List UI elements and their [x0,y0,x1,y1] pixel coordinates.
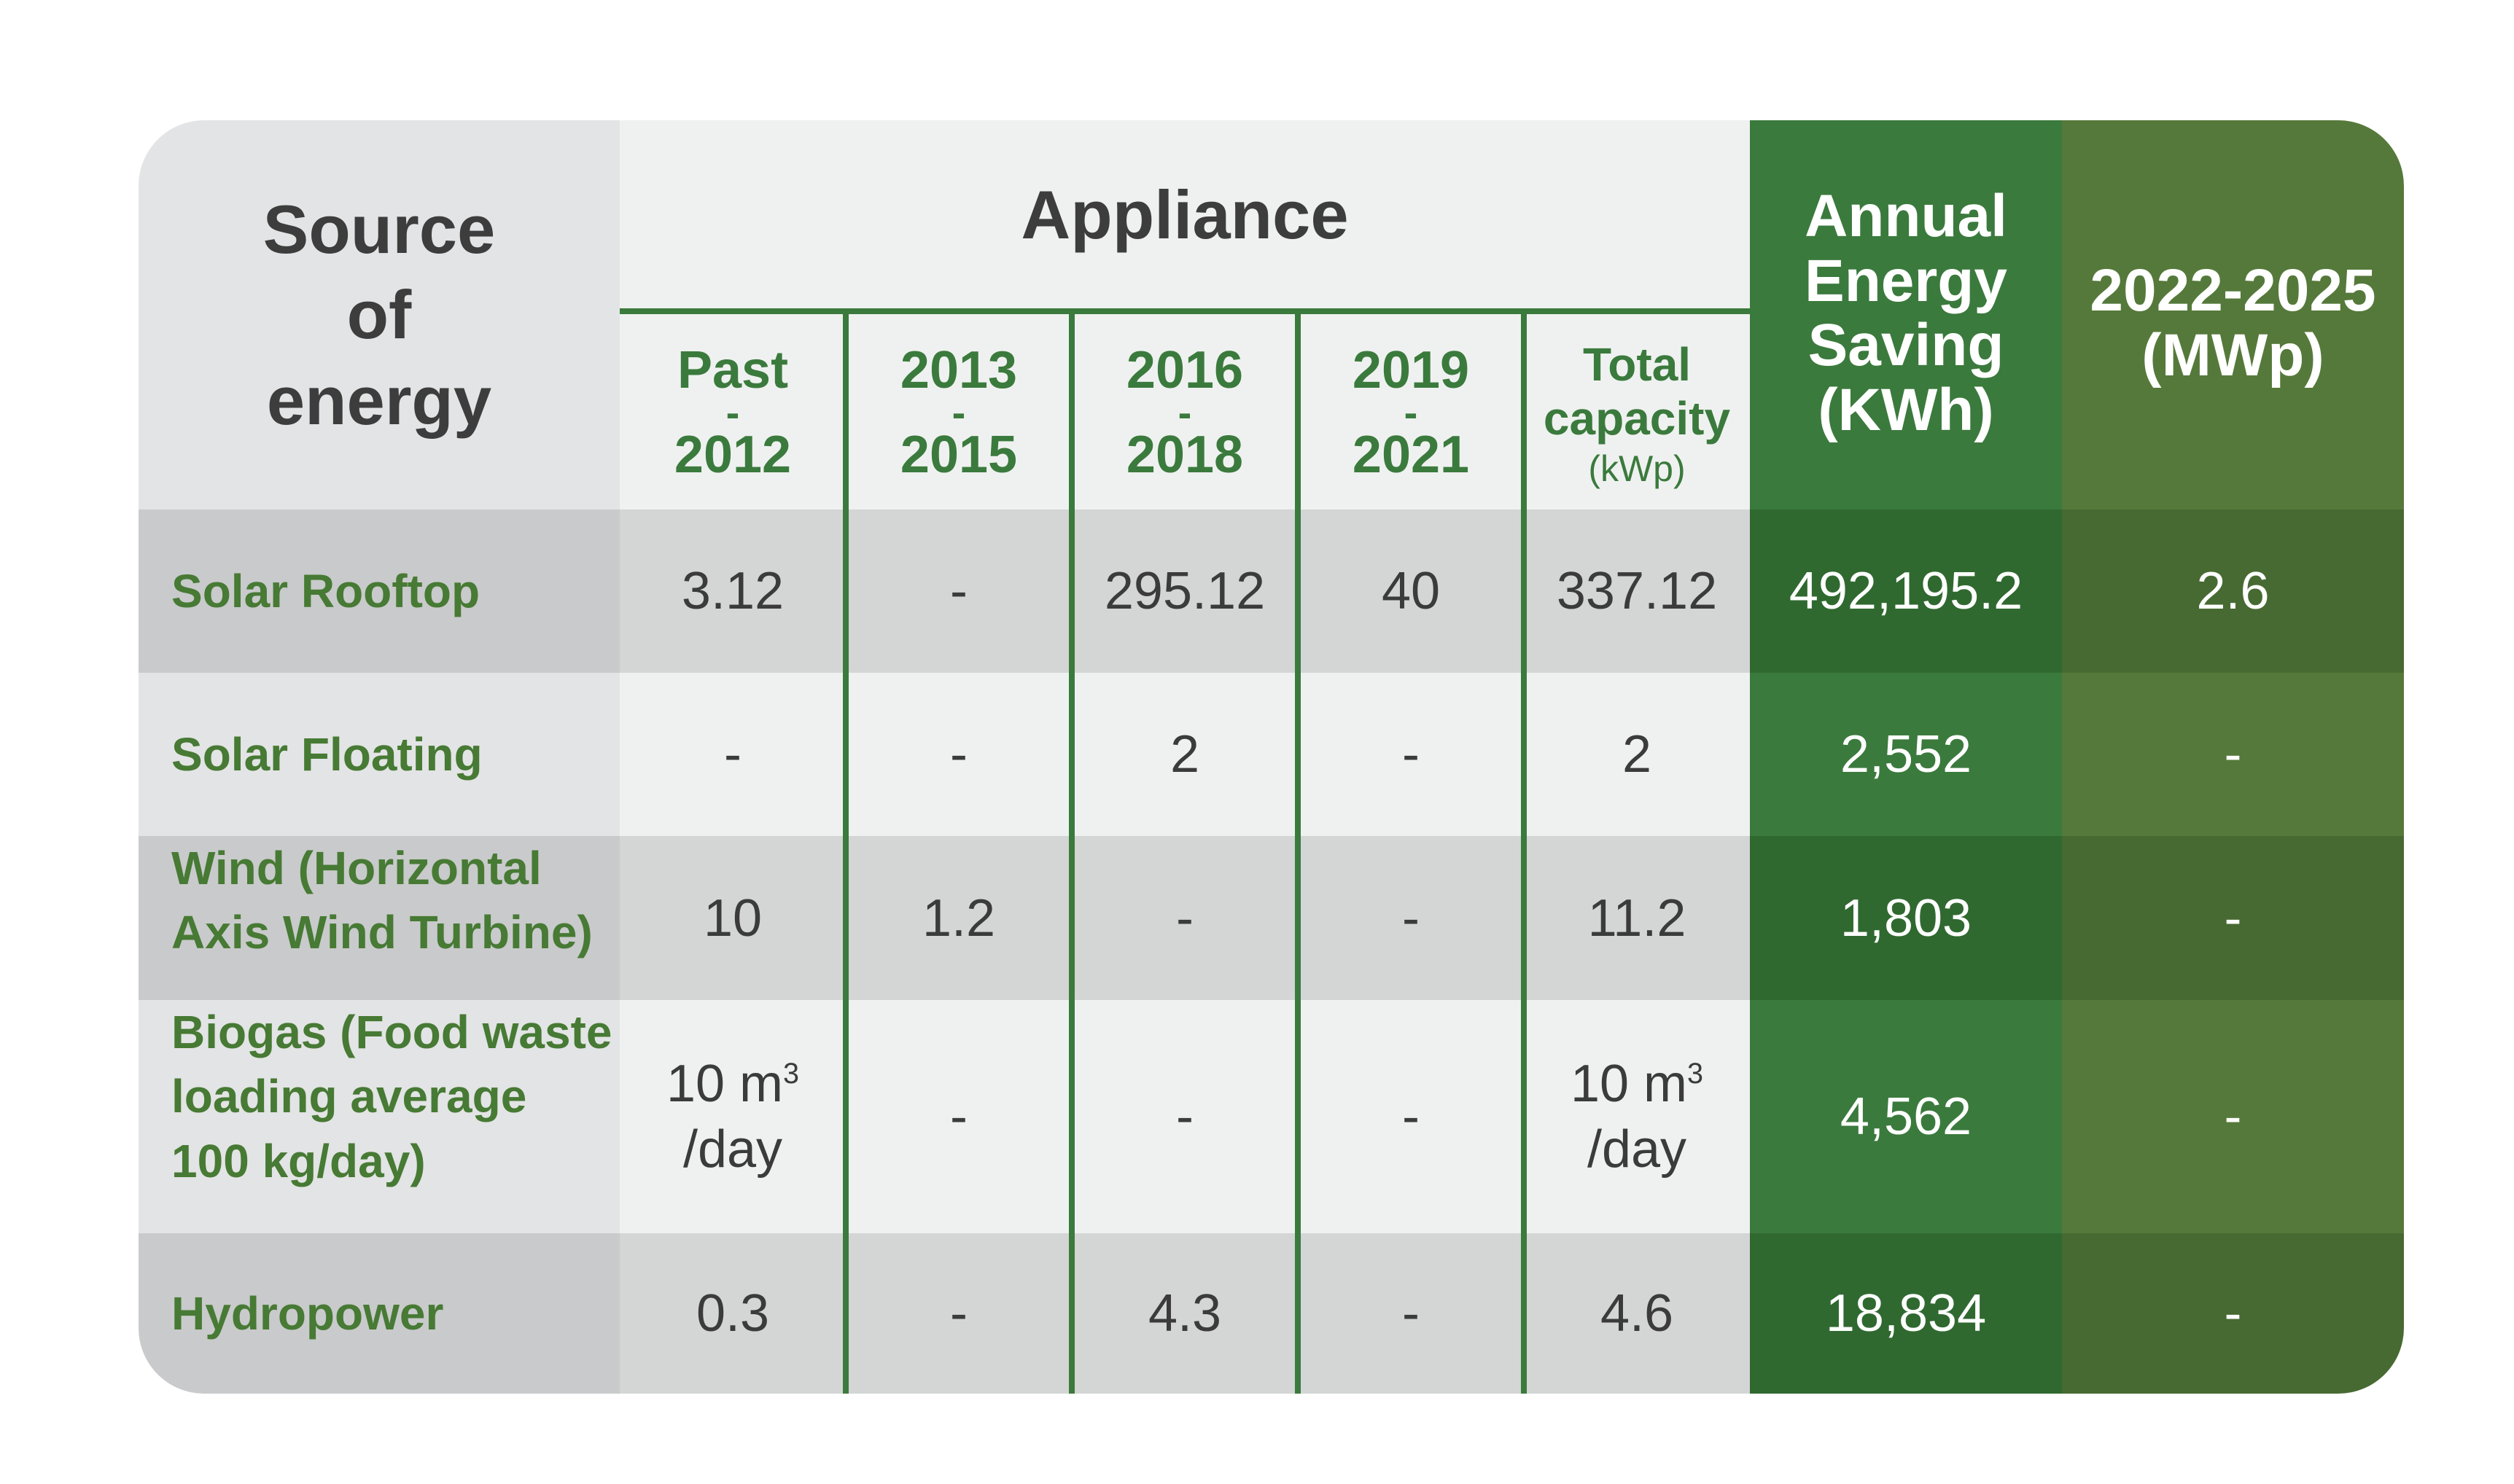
appliance-divider-line [620,308,1750,314]
annual-energy-saving-header: Annual Energy Saving (KWh) [1750,120,2062,509]
cell-2016-2018: 4.3 [1072,1233,1298,1394]
period-header-2019-2021: 2019 - 2021 [1352,340,1470,485]
column-divider-line [843,311,849,1394]
cell-2013-2015: - [846,509,1072,673]
period-header-2013-2015: 2013 - 2015 [900,340,1018,485]
cell-2016-2018: 295.12 [1072,509,1298,673]
row-source-label: Hydropower [139,1233,620,1394]
cell-2019-2021: - [1298,673,1524,836]
cell-2022-2025: - [2062,673,2404,836]
source-of-energy-header: Source of energy [139,120,620,509]
cell-past-2012: - [620,673,846,836]
cell-2019-2021: - [1298,836,1524,1000]
column-divider-line [1069,311,1075,1394]
cell-annual-saving: 4,562 [1750,1000,2062,1233]
cell-2013-2015: - [846,1000,1072,1233]
period-header-past-2012: Past - 2012 [674,340,792,485]
cell-past-2012: 10 m3 /day [620,1000,846,1233]
cell-annual-saving: 492,195.2 [1750,509,2062,673]
appliance-header: Appliance [1021,176,1349,253]
cell-2013-2015: - [846,1233,1072,1394]
column-divider-line [1295,311,1301,1394]
cell-2016-2018: - [1072,1000,1298,1233]
cell-2013-2015: - [846,673,1072,836]
column-divider-line [1521,311,1527,1394]
cell-2022-2025: - [2062,1233,2404,1394]
future-2022-2025-header: 2022-2025 (MWp) [2062,120,2404,509]
source-of-energy-label: Source of energy [262,190,496,439]
cell-past-2012: 10 [620,836,846,1000]
cell-2022-2025: 2.6 [2062,509,2404,673]
cell-2022-2025: - [2062,1000,2404,1233]
energy-table: Source of energy Appliance Past - 2012 2… [139,120,2404,1394]
row-source-label: Biogas (Food waste loading average 100 k… [139,1000,620,1233]
cell-2016-2018: - [1072,836,1298,1000]
cell-total-capacity: 2 [1524,673,1750,836]
cell-total-capacity: 4.6 [1524,1233,1750,1394]
cell-total-capacity: 10 m3 /day [1524,1000,1750,1233]
cell-total-capacity: 337.12 [1524,509,1750,673]
cell-past-2012: 3.12 [620,509,846,673]
cell-2019-2021: - [1298,1233,1524,1394]
cell-2013-2015: 1.2 [846,836,1072,1000]
cell-annual-saving: 18,834 [1750,1233,2062,1394]
cell-2019-2021: - [1298,1000,1524,1233]
cell-2022-2025: - [2062,836,2404,1000]
cell-2016-2018: 2 [1072,673,1298,836]
cell-total-capacity: 11.2 [1524,836,1750,1000]
cell-annual-saving: 2,552 [1750,673,2062,836]
cell-annual-saving: 1,803 [1750,836,2062,1000]
row-source-label: Wind (Horizontal Axis Wind Turbine) [139,836,620,1000]
row-source-label: Solar Floating [139,673,620,836]
total-capacity-header: Total capacity (kWp) [1543,338,1731,489]
cell-past-2012: 0.3 [620,1233,846,1394]
cell-2019-2021: 40 [1298,509,1524,673]
period-header-2016-2018: 2016 - 2018 [1126,340,1244,485]
row-source-label: Solar Rooftop [139,509,620,673]
appliance-header-bg [620,120,1750,509]
